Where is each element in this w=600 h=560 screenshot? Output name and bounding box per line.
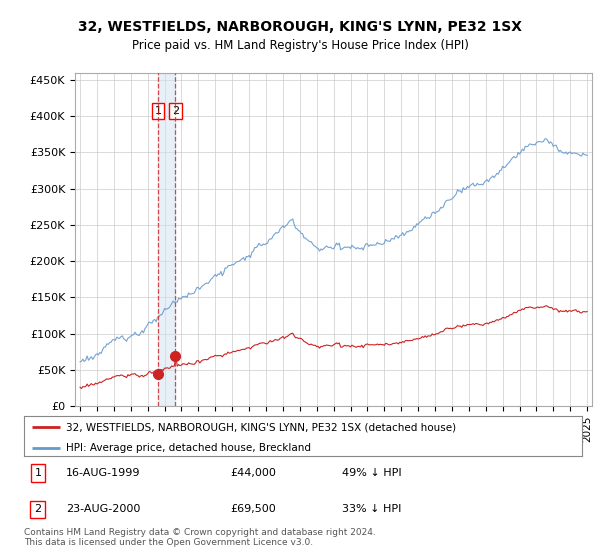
Text: Contains HM Land Registry data © Crown copyright and database right 2024.
This d: Contains HM Land Registry data © Crown c… xyxy=(24,528,376,547)
Text: 2: 2 xyxy=(172,106,179,116)
Text: 32, WESTFIELDS, NARBOROUGH, KING'S LYNN, PE32 1SX: 32, WESTFIELDS, NARBOROUGH, KING'S LYNN,… xyxy=(78,20,522,34)
Text: HPI: Average price, detached house, Breckland: HPI: Average price, detached house, Brec… xyxy=(66,442,311,452)
Text: 2: 2 xyxy=(34,505,41,515)
Text: 1: 1 xyxy=(155,106,161,116)
Text: Price paid vs. HM Land Registry's House Price Index (HPI): Price paid vs. HM Land Registry's House … xyxy=(131,39,469,53)
Bar xyxy=(158,73,175,406)
Text: 32, WESTFIELDS, NARBOROUGH, KING'S LYNN, PE32 1SX (detached house): 32, WESTFIELDS, NARBOROUGH, KING'S LYNN,… xyxy=(66,422,456,432)
Text: 23-AUG-2000: 23-AUG-2000 xyxy=(66,505,140,515)
Text: 49% ↓ HPI: 49% ↓ HPI xyxy=(342,468,401,478)
Text: 33% ↓ HPI: 33% ↓ HPI xyxy=(342,505,401,515)
Text: 1: 1 xyxy=(34,468,41,478)
Text: £69,500: £69,500 xyxy=(230,505,276,515)
Text: £44,000: £44,000 xyxy=(230,468,277,478)
Text: 16-AUG-1999: 16-AUG-1999 xyxy=(66,468,140,478)
